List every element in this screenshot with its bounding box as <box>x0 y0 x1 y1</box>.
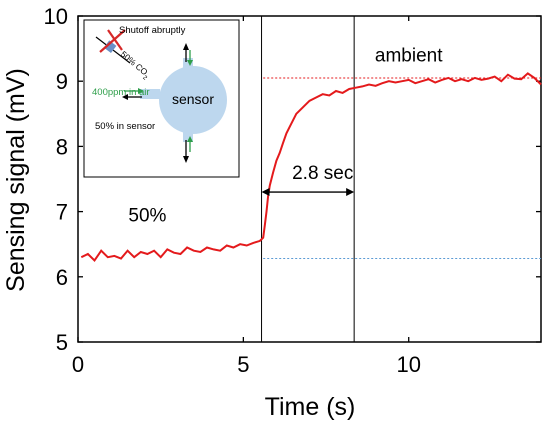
y-tick-label: 9 <box>56 69 68 94</box>
inset-sensor-gas-label: 50% in sensor <box>95 121 155 132</box>
inset-schematic: sensor 400ppm in air 50% in sensor Shuto… <box>83 19 240 178</box>
x-tick-label: 10 <box>396 352 420 377</box>
annotation-2-8-sec: 2.8 sec <box>292 163 353 184</box>
y-tick-label: 6 <box>56 265 68 290</box>
cross-icon <box>99 29 126 53</box>
y-tick-label: 8 <box>56 134 68 159</box>
y-tick-label: 5 <box>56 330 68 355</box>
valve-icon <box>103 40 117 54</box>
port-bottom <box>183 128 193 142</box>
y-axis-label: Sensing signal (mV) <box>2 68 30 292</box>
sensor-body <box>159 66 227 134</box>
plot-frame <box>77 15 542 343</box>
inset-air-label: 400ppm in air <box>92 87 150 98</box>
port-top <box>183 58 193 72</box>
y-tick-label: 10 <box>44 4 68 29</box>
x-tick-label: 5 <box>237 352 249 377</box>
y-tick-label: 7 <box>56 200 68 225</box>
x-axis-label: Time (s) <box>265 393 356 421</box>
series-line <box>80 72 542 263</box>
sensor-label: sensor <box>172 91 214 107</box>
port-left <box>140 89 160 99</box>
span-arrow <box>261 188 355 197</box>
x-tick-label: 0 <box>72 352 84 377</box>
inset-shutoff-label: Shutoff abruptly <box>119 25 186 36</box>
vertical-markers <box>261 16 355 342</box>
annotation-ambient: ambient <box>375 46 443 67</box>
annotation-50-percent: 50% <box>128 205 166 226</box>
